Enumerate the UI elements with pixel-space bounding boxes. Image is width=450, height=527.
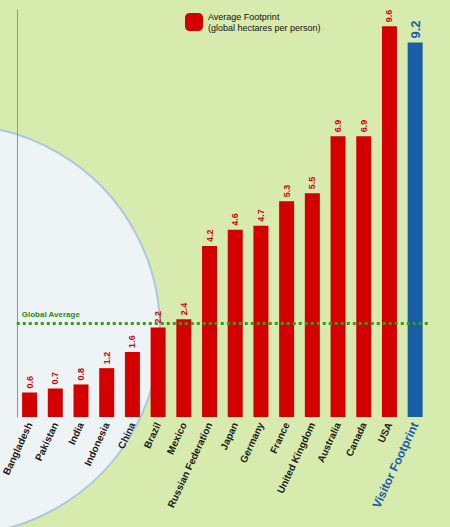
- svg-text:United Kingdom: United Kingdom: [275, 421, 318, 496]
- svg-text:(global hectares per person): (global hectares per person): [208, 23, 321, 33]
- svg-text:4.7: 4.7: [256, 209, 266, 222]
- svg-text:China: China: [116, 420, 138, 450]
- svg-text:9.6: 9.6: [384, 10, 394, 23]
- svg-text:6.9: 6.9: [333, 120, 343, 133]
- svg-text:Pakistan: Pakistan: [33, 421, 60, 463]
- svg-text:Bangladesh: Bangladesh: [1, 421, 35, 477]
- svg-text:Mexico: Mexico: [165, 421, 189, 456]
- svg-text:5.5: 5.5: [307, 177, 317, 190]
- svg-text:Global Average: Global Average: [22, 310, 81, 319]
- svg-text:2.4: 2.4: [179, 303, 189, 316]
- svg-text:Brazil: Brazil: [142, 420, 164, 449]
- svg-text:6.9: 6.9: [359, 120, 369, 133]
- svg-text:Japan: Japan: [218, 421, 240, 452]
- svg-text:1.6: 1.6: [127, 335, 137, 348]
- svg-text:0.8: 0.8: [76, 368, 86, 381]
- svg-text:9.2: 9.2: [408, 20, 423, 38]
- svg-text:0.6: 0.6: [25, 376, 35, 389]
- svg-text:Indonesia: Indonesia: [82, 420, 112, 467]
- svg-text:Australia: Australia: [315, 420, 343, 464]
- svg-text:Canada: Canada: [343, 420, 368, 458]
- svg-text:Average Footprint: Average Footprint: [208, 12, 280, 22]
- svg-text:India: India: [66, 420, 86, 446]
- svg-text:USA: USA: [376, 421, 395, 445]
- svg-text:0.7: 0.7: [50, 372, 60, 385]
- svg-text:5.3: 5.3: [282, 185, 292, 198]
- svg-text:France: France: [268, 420, 292, 455]
- svg-text:4.2: 4.2: [205, 230, 215, 243]
- svg-text:2.2: 2.2: [153, 311, 163, 324]
- svg-text:1.2: 1.2: [102, 352, 112, 365]
- svg-text:Germany: Germany: [238, 420, 266, 464]
- svg-text:Visitor Footprint: Visitor Footprint: [369, 420, 421, 510]
- svg-text:Russian Federation: Russian Federation: [165, 421, 214, 510]
- svg-text:4.6: 4.6: [230, 213, 240, 226]
